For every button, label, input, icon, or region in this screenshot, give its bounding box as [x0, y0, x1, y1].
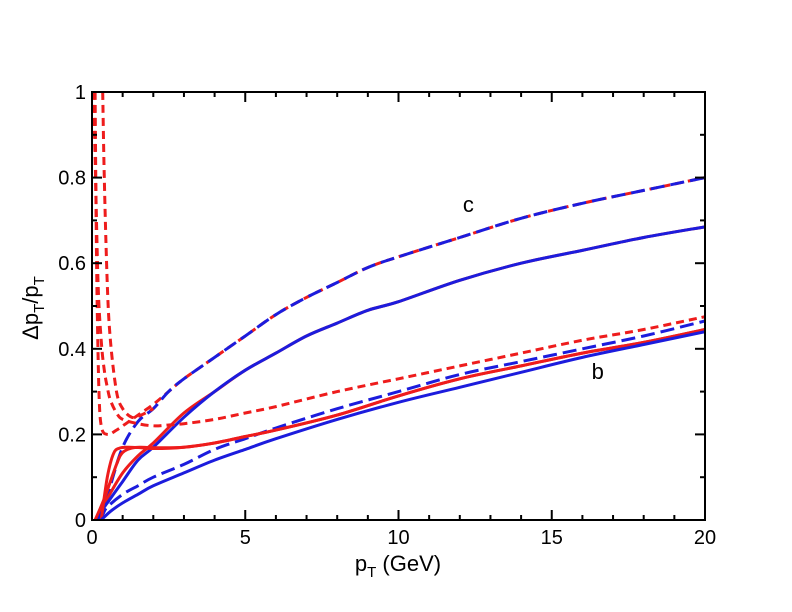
y-axis-title-sub2: T [31, 276, 48, 285]
y-axis-title: ΔpT/pT [18, 276, 48, 340]
x-tick-label: 5 [240, 527, 251, 549]
y-tick-label: 0 [75, 510, 86, 532]
x-tick-label: 20 [694, 527, 716, 549]
x-tick-label: 10 [387, 527, 409, 549]
y-tick-label: 0.2 [58, 424, 86, 446]
x-tick-label: 15 [541, 527, 563, 549]
plot-frame [91, 91, 706, 521]
series-c-dashed-blue [96, 176, 705, 520]
series-b-solid-red-2 [93, 328, 705, 520]
annotation-b: b [592, 359, 604, 384]
x-axis-title-base: p [355, 551, 367, 576]
y-tick-label: 0.4 [58, 339, 86, 361]
y-axis-title-sub1: T [31, 304, 48, 313]
tick-labels-layer: 0 5 10 15 20 0 0.2 0.4 0.6 0.8 1 [58, 82, 716, 549]
y-axis-title-prefix: Δp [18, 313, 43, 340]
annotation-c: c [463, 192, 474, 217]
series-c-solid-blue [95, 225, 705, 520]
x-axis-title-suffix: (GeV) [376, 551, 441, 576]
y-axis-title-mid: /p [18, 285, 43, 303]
series-b-dashed-red-steep [101, 92, 155, 420]
curves-layer [92, 92, 705, 520]
y-tick-label: 0.6 [58, 253, 86, 275]
x-tick-label: 0 [86, 527, 97, 549]
x-axis-title: pT (GeV) [355, 551, 441, 581]
y-tick-label: 1 [75, 82, 86, 104]
series-b-solid-blue [100, 330, 705, 520]
y-tick-label: 0.8 [58, 168, 86, 190]
x-axis-title-sub: T [367, 564, 376, 581]
